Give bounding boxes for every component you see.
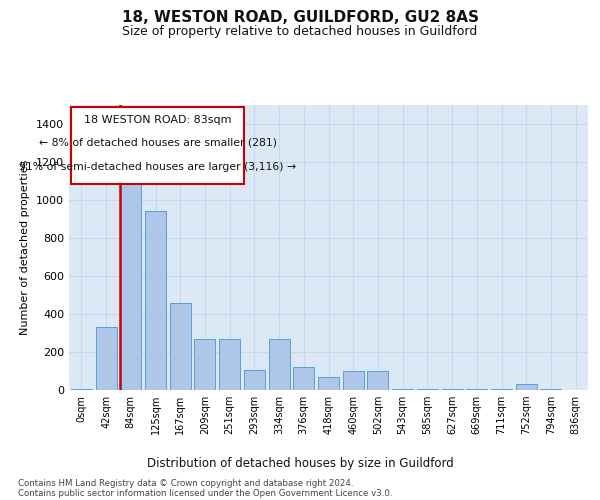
Text: Size of property relative to detached houses in Guildford: Size of property relative to detached ho…: [122, 25, 478, 38]
Bar: [194, 338, 215, 390]
Text: 18 WESTON ROAD: 83sqm: 18 WESTON ROAD: 83sqm: [84, 115, 232, 125]
Text: 18, WESTON ROAD, GUILDFORD, GU2 8AS: 18, WESTON ROAD, GUILDFORD, GU2 8AS: [121, 10, 479, 25]
Bar: [244, 370, 265, 390]
Bar: [417, 389, 438, 390]
Bar: [343, 371, 364, 390]
Bar: [219, 338, 240, 390]
Bar: [516, 384, 537, 390]
Bar: [71, 107, 244, 184]
Text: Contains HM Land Registry data © Crown copyright and database right 2024.: Contains HM Land Registry data © Crown c…: [18, 479, 353, 488]
Text: ← 8% of detached houses are smaller (281): ← 8% of detached houses are smaller (281…: [39, 137, 277, 147]
Bar: [541, 389, 562, 390]
Bar: [318, 376, 339, 390]
Bar: [367, 371, 388, 390]
Bar: [269, 338, 290, 390]
Text: Contains public sector information licensed under the Open Government Licence v3: Contains public sector information licen…: [18, 489, 392, 498]
Bar: [491, 389, 512, 390]
Bar: [170, 302, 191, 390]
Bar: [466, 389, 487, 390]
Bar: [442, 389, 463, 390]
Bar: [120, 176, 141, 390]
Bar: [71, 389, 92, 390]
Bar: [392, 389, 413, 390]
Bar: [293, 367, 314, 390]
Y-axis label: Number of detached properties: Number of detached properties: [20, 160, 31, 335]
Bar: [95, 328, 116, 390]
Bar: [145, 212, 166, 390]
Text: 91% of semi-detached houses are larger (3,116) →: 91% of semi-detached houses are larger (…: [19, 162, 296, 172]
Text: Distribution of detached houses by size in Guildford: Distribution of detached houses by size …: [146, 458, 454, 470]
